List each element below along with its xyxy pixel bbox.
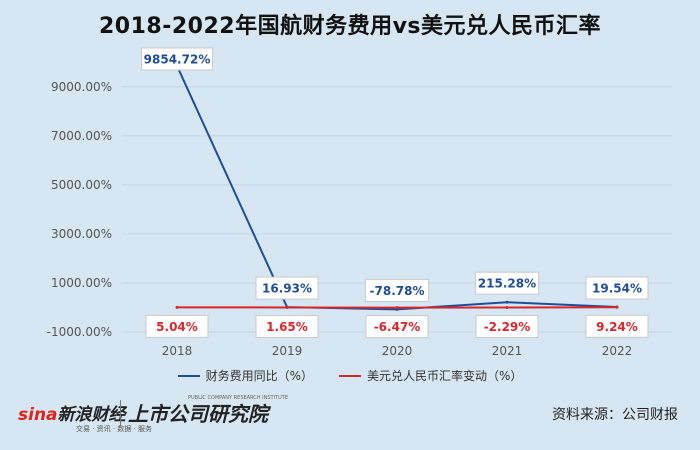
x-tick-label: 2018 — [162, 344, 193, 358]
x-tick-label: 2022 — [602, 344, 633, 358]
y-tick-label: 7000.00% — [51, 129, 112, 143]
data-label-series1: 215.28% — [474, 271, 540, 295]
y-tick-label: 1000.00% — [51, 276, 112, 290]
data-label-series2: -6.47% — [365, 315, 429, 339]
data-point — [395, 306, 399, 310]
data-label-box — [365, 315, 429, 339]
research-institute-sub: PUBLIC COMPANY RESEARCH INSTITUTE — [188, 395, 288, 401]
legend-item-series2: 美元兑人民币汇率变动（%） — [339, 367, 522, 384]
data-point — [615, 305, 619, 309]
data-label-series2: 9.24% — [585, 314, 649, 338]
data-label-box — [364, 278, 430, 302]
data-labels: 9854.72% 16.93% -78.78% 215.28% 19.54% 5.04% 1… — [141, 47, 649, 339]
series-line-1 — [176, 65, 618, 311]
x-tick-label: 2020 — [382, 344, 413, 358]
footer: sina新浪财经 交易 · 资讯 · 数据 · 服务 上市公司研究院 PUBLI… — [0, 392, 700, 433]
data-point — [505, 300, 509, 304]
data-label-series1: 16.93% — [255, 276, 319, 300]
x-tick-label: 2019 — [272, 344, 303, 358]
data-label-box — [141, 47, 213, 71]
data-label-box — [475, 315, 539, 339]
data-point — [505, 306, 509, 310]
data-label-text: -6.47% — [374, 320, 421, 334]
legend-swatch — [177, 374, 200, 377]
data-point — [285, 305, 289, 309]
data-label-box — [145, 314, 209, 338]
y-tick-label: 5000.00% — [51, 178, 112, 192]
data-label-series2: 5.04% — [145, 314, 209, 338]
source-note: 资料来源：公司财报 — [552, 407, 678, 423]
research-institute-logo: 上市公司研究院 PUBLIC COMPANY RESEARCH INSTITUT… — [128, 395, 288, 426]
y-tick-label: -1000.00% — [47, 325, 112, 339]
legend-label: 财务费用同比（%） — [205, 369, 313, 383]
data-label-box — [474, 271, 540, 295]
x-axis: 2018 2019 2020 2021 2022 — [162, 344, 633, 358]
data-label-text: -78.78% — [370, 284, 425, 298]
data-label-box — [255, 276, 319, 300]
data-label-series1: 9854.72% — [141, 47, 213, 71]
data-label-box — [585, 276, 649, 300]
y-tick-label: 9000.00% — [51, 80, 112, 94]
legend-label: 美元兑人民币汇率变动（%） — [367, 369, 523, 383]
sina-logo: sina新浪财经 交易 · 资讯 · 数据 · 服务 — [18, 405, 153, 433]
legend-item-series1: 财务费用同比（%） — [177, 367, 313, 384]
x-tick-label: 2021 — [492, 344, 523, 358]
data-point — [175, 305, 179, 309]
data-label-series2: 1.65% — [255, 314, 319, 338]
data-label-text: 16.93% — [262, 282, 312, 296]
y-tick-label: 3000.00% — [51, 227, 112, 241]
legend-swatch — [339, 374, 361, 377]
data-label-text: 1.65% — [266, 320, 308, 334]
data-label-text: 215.28% — [478, 277, 536, 291]
data-label-series1: 19.54% — [585, 276, 649, 300]
data-label-box — [585, 314, 649, 338]
data-label-text: 9854.72% — [144, 53, 211, 67]
data-label-text: 19.54% — [592, 281, 642, 295]
series-lines — [175, 64, 619, 311]
divider — [120, 400, 121, 426]
data-label-text: 9.24% — [596, 320, 638, 334]
data-label-series2: -2.29% — [475, 315, 539, 339]
chart-title: 2018-2022年国航财务费用vs美元兑人民币汇率 — [98, 14, 602, 39]
data-label-box — [255, 314, 319, 338]
legend: 财务费用同比（%） 美元兑人民币汇率变动（%） — [0, 367, 700, 384]
data-label-text: 5.04% — [156, 320, 198, 334]
data-label-text: -2.29% — [484, 320, 531, 334]
sina-sub: 交易 · 资讯 · 数据 · 服务 — [76, 425, 153, 433]
data-label-series1: -78.78% — [364, 278, 430, 302]
y-axis: 9000.00% 7000.00% 5000.00% 3000.00% 1000.00%… — [47, 80, 112, 339]
